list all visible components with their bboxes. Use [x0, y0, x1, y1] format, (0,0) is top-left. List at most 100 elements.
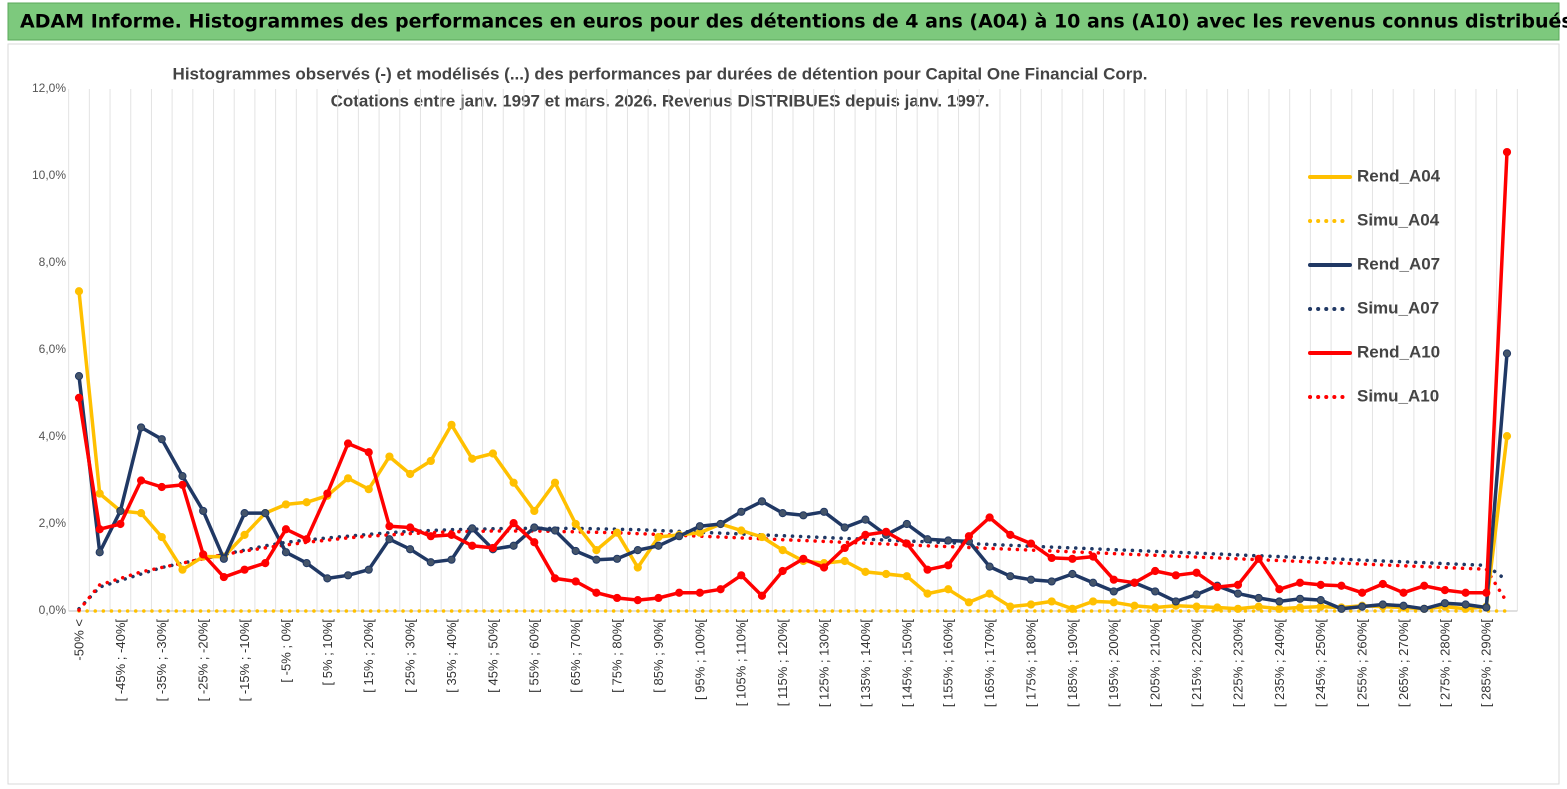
data-point	[757, 591, 767, 600]
data-point	[1461, 600, 1470, 609]
data-point	[1502, 432, 1512, 441]
data-point	[757, 532, 767, 542]
data-point	[1192, 568, 1201, 577]
series-line	[77, 289, 1509, 611]
x-tick-label: [ 205% ; 210%[	[1148, 619, 1163, 708]
x-tick-label: [ -15% ; -10%[	[237, 619, 252, 702]
data-point	[716, 519, 725, 529]
data-point	[509, 478, 518, 487]
chart-border	[7, 43, 1560, 785]
data-point	[985, 562, 994, 571]
data-point	[675, 588, 684, 597]
data-point	[1316, 580, 1325, 590]
data-point	[178, 565, 187, 574]
series-line	[77, 150, 1509, 602]
data-point	[737, 507, 746, 516]
data-point	[1295, 603, 1305, 612]
data-point	[654, 541, 663, 550]
data-point	[861, 567, 870, 576]
data-point	[840, 523, 849, 532]
data-point	[219, 554, 228, 563]
data-point	[426, 456, 435, 466]
data-point	[1130, 578, 1139, 587]
data-point	[1337, 604, 1346, 613]
data-point	[406, 469, 415, 479]
y-tick-label: 2,0%	[39, 516, 67, 530]
x-tick-label: -50% <	[71, 619, 86, 661]
data-point	[778, 566, 787, 576]
data-point	[385, 535, 394, 544]
x-tick-label: [ 255% ; 260%[	[1355, 619, 1370, 708]
data-point	[95, 525, 104, 534]
series-line	[77, 529, 1509, 612]
x-tick-label: [ 135% ; 140%[	[858, 619, 873, 708]
data-point	[385, 452, 394, 461]
data-point	[902, 519, 911, 529]
data-point	[281, 548, 291, 557]
x-tick-label: [ 115% ; 120%[	[775, 619, 790, 707]
data-point	[1378, 579, 1387, 589]
data-point	[178, 480, 187, 489]
data-point	[1337, 581, 1346, 590]
data-point	[964, 532, 974, 541]
data-point	[157, 482, 166, 492]
data-point	[136, 509, 146, 518]
data-point	[592, 555, 601, 564]
data-point	[426, 532, 435, 541]
data-point	[157, 435, 166, 444]
data-point	[1192, 602, 1201, 611]
x-tick-label: [ 15% ; 20%[	[361, 619, 376, 693]
x-tick-label: [ 235% ; 240%[	[1272, 619, 1287, 708]
data-point	[633, 546, 642, 555]
data-point	[633, 563, 642, 572]
data-point	[406, 545, 415, 554]
data-point	[468, 524, 477, 533]
data-point	[1151, 587, 1160, 596]
y-tick-label: 12,0%	[32, 81, 66, 95]
data-point	[281, 500, 291, 509]
data-point	[302, 559, 311, 568]
data-point	[1088, 578, 1098, 587]
data-point	[343, 571, 353, 580]
x-tick-label: [ 225% ; 230%[	[1230, 619, 1245, 708]
header-title: ADAM Informe. Histogrammes des performan…	[20, 11, 1567, 33]
data-point	[861, 530, 870, 539]
data-point	[323, 489, 332, 498]
data-point	[944, 536, 953, 545]
data-point	[261, 509, 270, 518]
x-tick-label: [ 55% ; 60%[	[527, 619, 542, 693]
data-point	[1026, 575, 1036, 584]
data-point	[199, 550, 208, 559]
legend-label: Rend_A04	[1357, 166, 1441, 185]
data-point	[426, 558, 435, 567]
data-point	[364, 485, 373, 494]
data-point	[447, 555, 456, 564]
x-tick-label: [ 65% ; 70%[	[568, 619, 583, 693]
header-bar	[7, 2, 1560, 41]
data-point	[199, 506, 208, 516]
data-point	[1026, 539, 1036, 548]
data-point	[737, 571, 746, 580]
x-tick-label: [ 125% ; 130%[	[816, 619, 831, 708]
x-tick-label: [ -5% ; 0%[	[278, 619, 293, 683]
data-point	[468, 541, 477, 550]
data-point	[1399, 588, 1408, 597]
data-point	[488, 543, 498, 553]
data-point	[716, 585, 725, 594]
data-point	[944, 561, 953, 570]
data-point	[1151, 603, 1160, 612]
x-tick-label: [ 155% ; 160%[	[941, 619, 956, 708]
data-point	[799, 554, 808, 563]
x-tick-label: [ 215% ; 220%[	[1189, 619, 1204, 708]
data-point	[1026, 600, 1036, 609]
data-point	[1295, 594, 1305, 603]
y-tick-label: 8,0%	[39, 255, 67, 269]
data-point	[571, 577, 580, 586]
data-point	[675, 532, 684, 541]
data-point	[737, 526, 746, 535]
data-point	[1502, 147, 1512, 157]
x-tick-label: [ 85% ; 90%[	[651, 619, 666, 693]
y-tick-label: 0,0%	[39, 603, 67, 617]
